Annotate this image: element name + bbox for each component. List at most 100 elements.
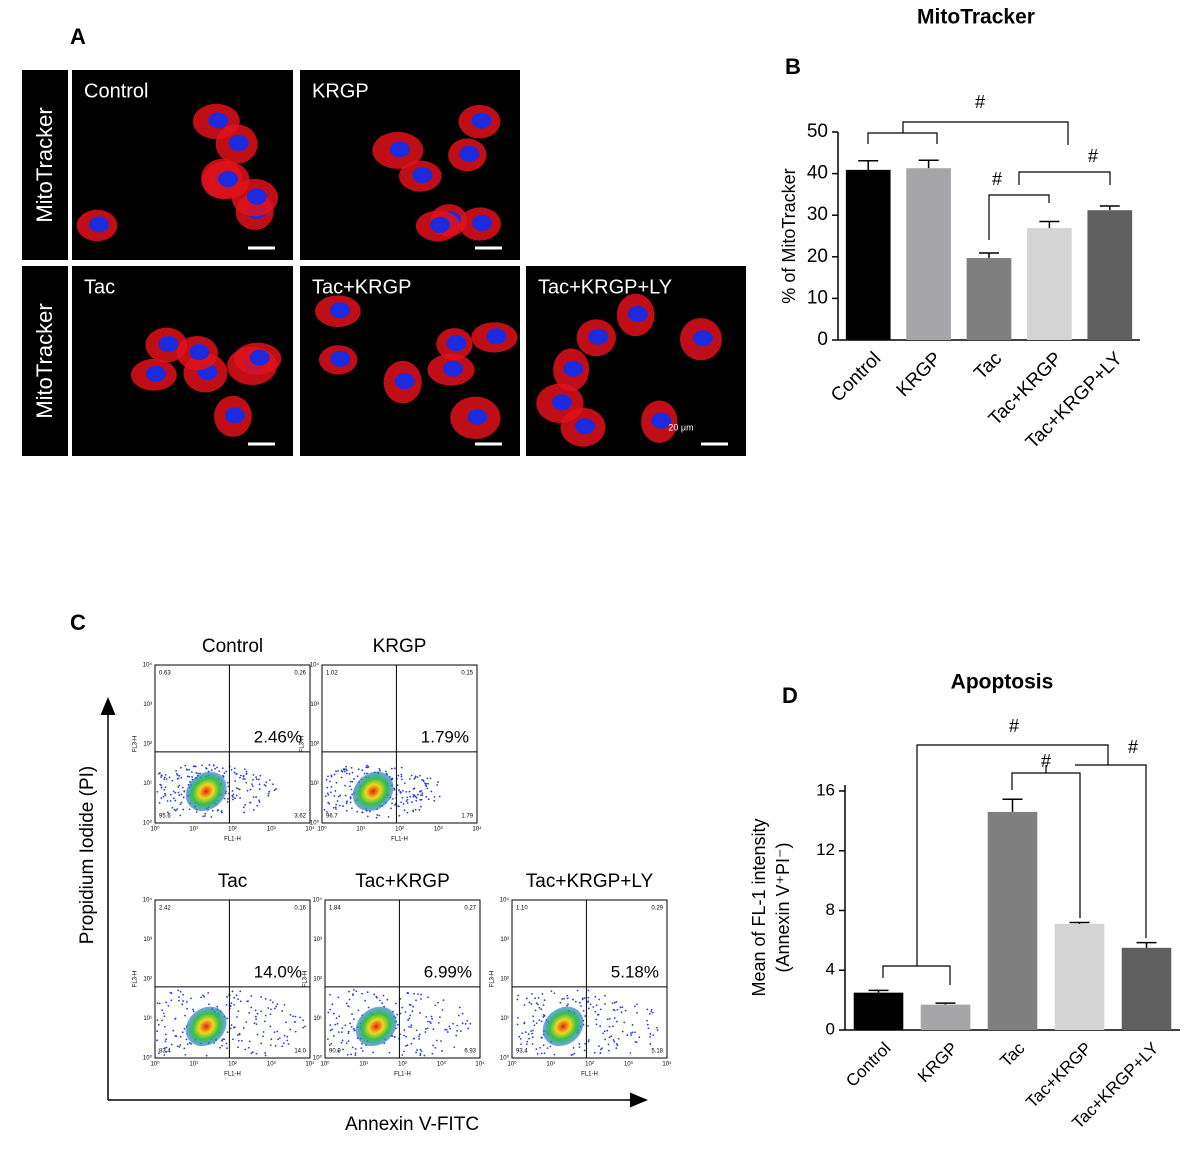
event-dot (587, 1000, 590, 1003)
event-dot (351, 1013, 353, 1016)
event-dot (608, 1017, 611, 1020)
y-tick-label: 0 (826, 1019, 835, 1038)
event-dot (262, 1035, 264, 1038)
event-dot (237, 998, 239, 1001)
event-dot (340, 1041, 343, 1044)
event-dot (185, 768, 188, 771)
event-dot (156, 1039, 158, 1042)
event-dot (390, 767, 393, 770)
event-dot (578, 1046, 581, 1049)
event-dot (372, 1051, 374, 1054)
event-dot (378, 814, 381, 817)
nucleus (459, 145, 480, 162)
event-dot (258, 801, 261, 803)
event-dot (329, 780, 331, 783)
image-label: Tac (84, 276, 115, 298)
event-dot (597, 1013, 600, 1016)
event-dot (349, 797, 352, 800)
quadrant-percent: 5.18% (611, 962, 659, 981)
nucleus (574, 418, 595, 435)
event-dot (267, 1007, 270, 1009)
event-dot (179, 1044, 182, 1046)
event-dot (573, 1052, 576, 1055)
event-dot (589, 1003, 592, 1006)
event-dot (531, 1036, 534, 1039)
event-dot (214, 767, 217, 770)
event-dot (178, 784, 181, 787)
event-dot (593, 1051, 596, 1054)
event-dot (183, 1047, 186, 1050)
nucleus (429, 216, 450, 233)
event-dot (587, 996, 590, 999)
event-dot (286, 1039, 289, 1042)
event-dot (528, 1037, 530, 1040)
event-dot (419, 1054, 422, 1057)
event-dot (234, 797, 236, 800)
event-dot (258, 783, 261, 786)
event-dot (594, 1010, 597, 1013)
event-dot (179, 1035, 182, 1038)
event-dot (190, 771, 193, 773)
event-dot (345, 1002, 348, 1005)
event-dot (162, 795, 165, 798)
event-dot (302, 1026, 305, 1029)
event-dot (595, 1018, 598, 1021)
event-dot (164, 792, 166, 795)
event-dot (233, 996, 236, 999)
event-dot (415, 1029, 418, 1032)
event-dot (621, 1006, 624, 1008)
event-dot (426, 777, 429, 780)
event-dot (388, 1051, 391, 1054)
quadrant-value: 0.15 (461, 671, 473, 677)
y-tick-label: 16 (816, 780, 835, 799)
event-dot (200, 996, 202, 999)
nucleus (158, 336, 179, 353)
event-dot (242, 1027, 245, 1029)
x-tick-label: 10² (228, 827, 237, 833)
event-dot (184, 1014, 186, 1017)
event-dot (158, 1002, 161, 1005)
event-dot (376, 996, 378, 999)
event-dot (365, 766, 368, 769)
event-dot (394, 803, 396, 806)
event-dot (424, 1031, 427, 1033)
plot-frame (511, 899, 668, 1059)
event-dot (164, 773, 167, 776)
event-dot (563, 997, 566, 1000)
event-dot (205, 767, 208, 769)
nucleus (246, 188, 267, 205)
event-dot (623, 1021, 626, 1024)
event-dot (235, 772, 238, 775)
event-dot (258, 799, 260, 802)
event-dot (432, 1028, 435, 1031)
event-dot (356, 810, 359, 813)
event-dot (183, 1027, 186, 1030)
event-dot (521, 1032, 524, 1035)
event-dot (327, 801, 330, 804)
event-dot (528, 1001, 531, 1004)
event-dot (352, 1027, 355, 1030)
event-dot (185, 1001, 188, 1003)
event-dot (326, 786, 329, 789)
event-dot (260, 1010, 262, 1013)
event-dot (401, 1006, 404, 1009)
event-dot (571, 1053, 574, 1056)
event-dot (346, 800, 348, 803)
nucleus (224, 407, 245, 424)
event-dot (415, 999, 417, 1002)
event-dot (239, 774, 242, 777)
event-dot (351, 780, 354, 783)
x-tick-label: 10² (228, 1062, 237, 1068)
event-dot (376, 814, 379, 816)
x-tick-label: 10⁴ (475, 1061, 485, 1068)
event-dot (237, 787, 240, 790)
quadrant-value: 1.84 (329, 906, 341, 912)
event-dot (598, 998, 600, 1001)
significance: # (1041, 751, 1051, 771)
bar (987, 811, 1038, 1030)
event-dot (408, 1017, 411, 1020)
event-dot (167, 1004, 170, 1007)
event-dot (412, 1005, 415, 1008)
quadrant-percent: 2.46% (254, 727, 302, 746)
event-dot (157, 1052, 160, 1055)
